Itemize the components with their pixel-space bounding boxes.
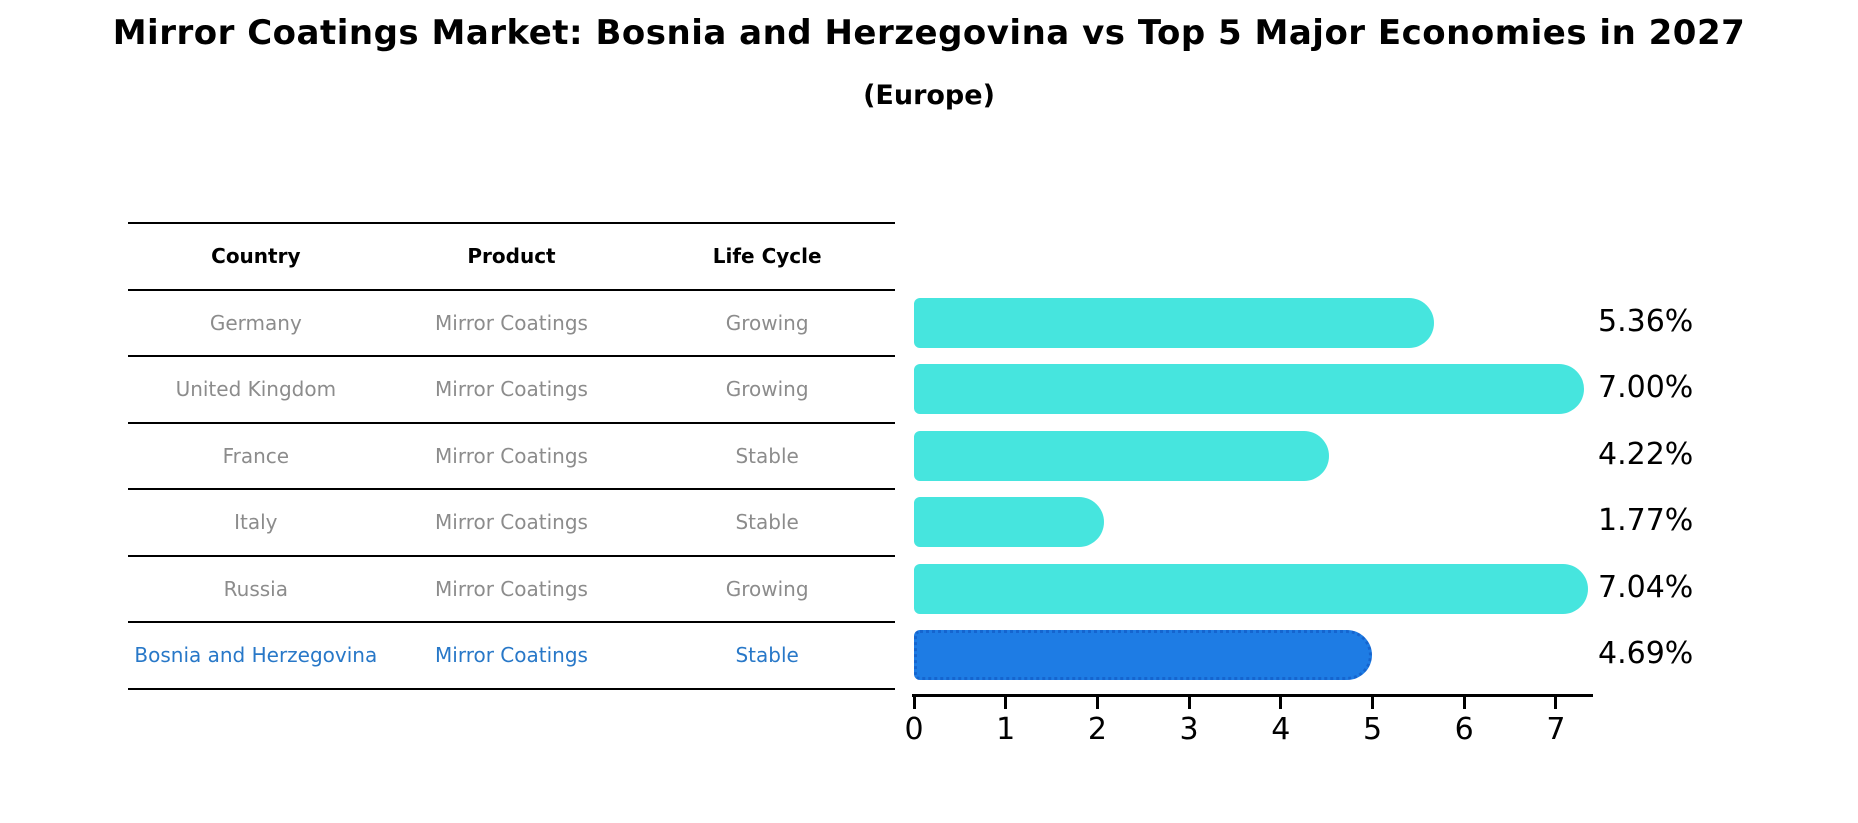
axis-tick-label: 3: [1179, 712, 1199, 747]
table-row: Italy Mirror Coatings Stable: [128, 490, 895, 557]
axis-tick-label: 7: [1546, 712, 1566, 747]
axis-tick: [1004, 697, 1008, 709]
table-header-row: Country Product Life Cycle: [128, 224, 895, 291]
value-label: 5.36%: [1598, 303, 1694, 339]
country-cell: Germany: [209, 310, 302, 335]
x-axis-line: [912, 694, 1593, 697]
axis-tick-label: 0: [904, 712, 924, 747]
chart-title: Mirror Coatings Market: Bosnia and Herze…: [112, 13, 1746, 53]
value-label: 4.22%: [1598, 436, 1694, 472]
product-cell: Mirror Coatings: [435, 443, 588, 468]
life-cycle-cell: Growing: [725, 310, 809, 335]
value-label: 1.77%: [1598, 503, 1694, 538]
axis-tick: [1187, 697, 1191, 709]
table-row: Germany Mirror Coatings Growing: [128, 291, 895, 357]
axis-tick-label: 5: [1362, 712, 1383, 747]
chart-subtitle: (Europe): [863, 80, 995, 111]
table-row: Bosnia and Herzegovina Mirror Coatings Sta…: [128, 623, 895, 690]
life-cycle-cell: Stable: [735, 643, 799, 668]
axis-tick-label: 2: [1087, 712, 1107, 747]
axis-tick-label: 6: [1454, 712, 1474, 747]
country-cell: France: [222, 443, 290, 468]
product-cell: Mirror Coatings: [435, 643, 588, 668]
product-cell: Mirror Coatings: [435, 510, 588, 535]
axis-tick: [1095, 697, 1099, 709]
life-cycle-cell: Stable: [735, 510, 799, 535]
country-cell: Bosnia and Herzegovina: [134, 643, 378, 668]
table-row: Russia Mirror Coatings Growing: [128, 557, 895, 623]
axis-tick: [1371, 697, 1374, 709]
product-cell: Mirror Coatings: [435, 576, 588, 601]
product-cell: Mirror Coatings: [435, 310, 588, 335]
bar-united-kingdom: [914, 364, 1584, 414]
bar-france: [914, 430, 1329, 481]
axis-tick: [1554, 697, 1558, 709]
axis-tick-label: 4: [1271, 712, 1291, 747]
bar-italy: [914, 497, 1105, 547]
bar-russia: [914, 563, 1588, 614]
value-label: 7.04%: [1598, 569, 1694, 605]
bar-germany: [914, 297, 1434, 348]
product-cell: Mirror Coatings: [435, 377, 588, 402]
table-header-product: Product: [467, 244, 556, 269]
table-header-country: Country: [211, 244, 301, 269]
table-row: United Kingdom Mirror Coatings Growing: [128, 357, 895, 424]
life-cycle-cell: Growing: [725, 576, 809, 601]
country-cell: United Kingdom: [175, 377, 337, 402]
table-row: France Mirror Coatings Stable: [128, 424, 895, 490]
country-cell: Russia: [223, 576, 288, 601]
axis-tick: [1462, 697, 1466, 709]
table-header-life-cycle: Life Cycle: [712, 244, 822, 269]
value-label: 7.00%: [1598, 370, 1694, 405]
country-cell: Italy: [234, 510, 278, 535]
life-cycle-cell: Stable: [735, 443, 799, 468]
life-cycle-cell: Growing: [725, 377, 809, 402]
bar-bosnia-and-herzegovina: [914, 630, 1373, 680]
country-table: Country Product Life Cycle Germany Mirror C…: [128, 222, 895, 690]
axis-tick-label: 1: [996, 712, 1016, 747]
axis-tick: [1279, 697, 1283, 709]
axis-tick: [912, 697, 916, 709]
value-label: 4.69%: [1598, 636, 1694, 671]
